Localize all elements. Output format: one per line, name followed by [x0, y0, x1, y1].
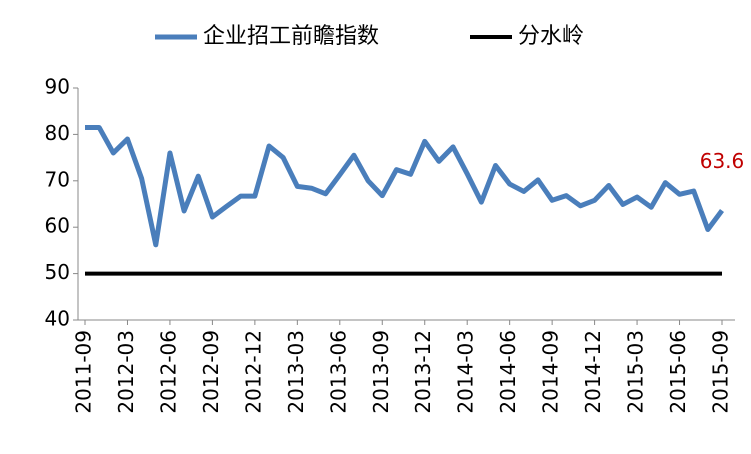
x-tick-label: 2012-03 — [114, 330, 138, 414]
y-tick-label: 70 — [45, 167, 70, 191]
y-tick-label: 90 — [45, 75, 70, 99]
y-tick-label: 40 — [45, 307, 70, 331]
y-tick-label: 60 — [45, 214, 70, 238]
legend-label: 分水岭 — [518, 24, 584, 49]
x-tick-label: 2014-06 — [496, 330, 520, 414]
x-tick-label: 2014-12 — [581, 330, 605, 414]
x-tick-label: 2014-09 — [539, 330, 563, 414]
x-tick-label: 2015-03 — [624, 330, 648, 414]
x-tick-label: 2012-12 — [241, 330, 265, 414]
x-tick-label: 2013-09 — [369, 330, 393, 414]
x-tick-label: 2013-03 — [284, 330, 308, 414]
x-tick-label: 2014-03 — [454, 330, 478, 414]
x-tick-label: 2013-06 — [326, 330, 350, 414]
x-tick-label: 2012-06 — [156, 330, 180, 414]
x-tick-label: 2013-12 — [411, 330, 435, 414]
line-series — [85, 124, 725, 248]
x-tick-label: 2015-09 — [709, 330, 733, 414]
y-tick-label: 50 — [45, 260, 70, 284]
legend-label: 企业招工前瞻指数 — [203, 24, 379, 49]
y-tick-label: 80 — [45, 121, 70, 145]
x-tick-label: 2012-09 — [199, 330, 223, 414]
x-tick-label: 2015-06 — [666, 330, 690, 414]
x-tick-label: 2011-09 — [72, 330, 96, 414]
data-label: 63.6 — [700, 149, 745, 173]
